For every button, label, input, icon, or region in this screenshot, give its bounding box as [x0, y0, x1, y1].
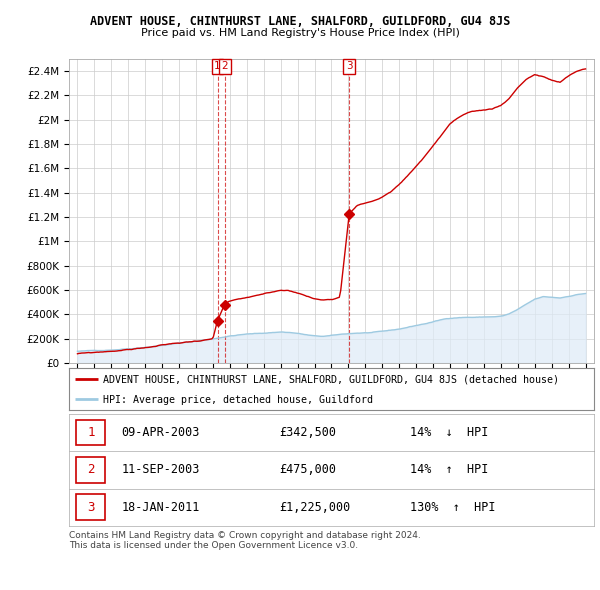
Text: 14%  ↓  HPI: 14% ↓ HPI: [410, 426, 488, 440]
Text: 14%  ↑  HPI: 14% ↑ HPI: [410, 463, 488, 477]
Text: Contains HM Land Registry data © Crown copyright and database right 2024.
This d: Contains HM Land Registry data © Crown c…: [69, 531, 421, 550]
Text: 130%  ↑  HPI: 130% ↑ HPI: [410, 500, 496, 514]
Text: £1,225,000: £1,225,000: [279, 500, 350, 514]
FancyBboxPatch shape: [76, 457, 105, 483]
Text: Price paid vs. HM Land Registry's House Price Index (HPI): Price paid vs. HM Land Registry's House …: [140, 28, 460, 38]
Text: HPI: Average price, detached house, Guildford: HPI: Average price, detached house, Guil…: [103, 395, 373, 405]
Text: ADVENT HOUSE, CHINTHURST LANE, SHALFORD, GUILDFORD, GU4 8JS (detached house): ADVENT HOUSE, CHINTHURST LANE, SHALFORD,…: [103, 375, 559, 385]
FancyBboxPatch shape: [76, 420, 105, 445]
Text: 2: 2: [87, 463, 95, 477]
Text: 18-JAN-2011: 18-JAN-2011: [121, 500, 200, 514]
Text: 3: 3: [87, 500, 95, 514]
Text: 2: 2: [221, 61, 228, 71]
Text: ADVENT HOUSE, CHINTHURST LANE, SHALFORD, GUILDFORD, GU4 8JS: ADVENT HOUSE, CHINTHURST LANE, SHALFORD,…: [90, 15, 510, 28]
Text: 3: 3: [346, 61, 353, 71]
Text: £475,000: £475,000: [279, 463, 336, 477]
Text: 1: 1: [214, 61, 221, 71]
Text: 1: 1: [87, 426, 95, 440]
FancyBboxPatch shape: [76, 494, 105, 520]
Text: 11-SEP-2003: 11-SEP-2003: [121, 463, 200, 477]
Text: 09-APR-2003: 09-APR-2003: [121, 426, 200, 440]
Text: £342,500: £342,500: [279, 426, 336, 440]
